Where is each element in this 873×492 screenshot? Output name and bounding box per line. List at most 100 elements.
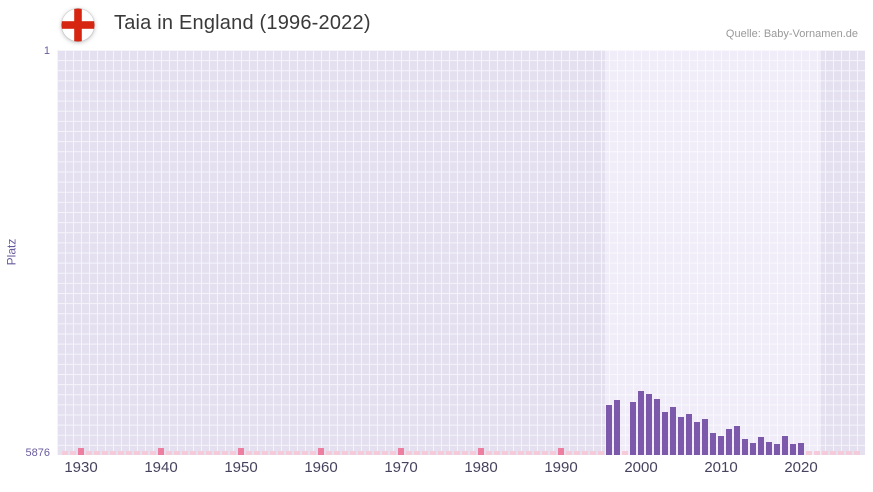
source-label: Quelle: Baby-Vornamen.de xyxy=(725,28,858,40)
no-rank-marker-1956 xyxy=(286,451,292,455)
x-tick-1970: 1970 xyxy=(384,459,418,476)
no-rank-marker-1947 xyxy=(214,451,220,455)
rank-bar-2008 xyxy=(702,419,708,455)
no-rank-marker-1935 xyxy=(118,451,124,455)
no-rank-marker-1962 xyxy=(334,451,340,455)
no-rank-marker-1980 xyxy=(478,448,484,455)
rank-bar-2018 xyxy=(782,436,788,455)
no-rank-marker-1973 xyxy=(422,451,428,455)
chart-area: 1 5876 Platz 1930 1940 1950 1960 1970 1980 199… xyxy=(0,45,873,492)
no-rank-marker-1953 xyxy=(262,451,268,455)
no-rank-marker-1969 xyxy=(390,451,396,455)
no-rank-marker-1945 xyxy=(198,451,204,455)
no-rank-marker-1977 xyxy=(454,451,460,455)
no-rank-marker-1987 xyxy=(534,451,540,455)
rank-bar-2009 xyxy=(710,432,716,455)
no-rank-marker-1949 xyxy=(230,451,236,455)
england-flag-icon xyxy=(60,7,96,43)
no-rank-marker-1950 xyxy=(238,448,244,455)
no-rank-marker-1941 xyxy=(166,451,172,455)
no-rank-marker-1948 xyxy=(222,451,228,455)
no-rank-marker-1952 xyxy=(254,451,260,455)
rank-bar-2015 xyxy=(758,437,764,455)
no-rank-marker-2023 xyxy=(822,451,828,455)
no-rank-marker-1990 xyxy=(558,448,564,455)
x-tick-1950: 1950 xyxy=(224,459,258,476)
no-rank-marker-1955 xyxy=(278,451,284,455)
rank-bar-2007 xyxy=(694,422,700,455)
no-rank-marker-1986 xyxy=(526,451,532,455)
no-rank-marker-1963 xyxy=(342,451,348,455)
y-axis-title: Platz xyxy=(4,238,19,266)
x-tick-1990: 1990 xyxy=(544,459,578,476)
x-axis-tick-labels: 1930 1940 1950 1960 1970 1980 1990 2000 2010 2020 xyxy=(57,459,865,481)
no-rank-marker-1979 xyxy=(470,451,476,455)
no-rank-marker-1985 xyxy=(518,451,524,455)
rank-bar-2006 xyxy=(686,413,692,455)
no-rank-marker-1937 xyxy=(134,451,140,455)
page-title: Taia in England (1996-2022) xyxy=(114,12,371,34)
no-rank-marker-1998 xyxy=(622,451,628,455)
no-rank-marker-1957 xyxy=(294,451,300,455)
no-rank-marker-1951 xyxy=(246,451,252,455)
rank-bar-2002 xyxy=(654,398,660,455)
no-rank-marker-1993 xyxy=(582,451,588,455)
chart-header: Taia in England (1996-2022) Quelle: Baby… xyxy=(0,0,873,50)
no-rank-marker-2021 xyxy=(806,451,812,455)
no-rank-marker-1992 xyxy=(574,451,580,455)
x-tick-1940: 1940 xyxy=(144,459,178,476)
rank-bar-2003 xyxy=(662,411,668,455)
no-rank-marker-1968 xyxy=(382,451,388,455)
x-tick-2020: 2020 xyxy=(784,459,818,476)
no-rank-marker-1943 xyxy=(182,451,188,455)
no-rank-marker-2027 xyxy=(854,451,860,455)
no-rank-marker-1931 xyxy=(86,451,92,455)
no-rank-marker-1974 xyxy=(430,451,436,455)
no-rank-marker-1983 xyxy=(502,451,508,455)
no-rank-marker-1929 xyxy=(70,451,76,455)
rank-bar-2020 xyxy=(798,442,804,455)
no-rank-marker-1938 xyxy=(142,451,148,455)
plot-area xyxy=(57,50,865,455)
no-rank-marker-1994 xyxy=(590,451,596,455)
no-rank-marker-1978 xyxy=(462,451,468,455)
no-rank-marker-1936 xyxy=(126,451,132,455)
no-rank-marker-1975 xyxy=(438,451,444,455)
no-rank-marker-1995 xyxy=(598,451,604,455)
no-rank-marker-1981 xyxy=(486,451,492,455)
no-rank-marker-1940 xyxy=(158,448,164,455)
no-rank-marker-1942 xyxy=(174,451,180,455)
no-rank-marker-1932 xyxy=(94,451,100,455)
no-rank-marker-1972 xyxy=(414,451,420,455)
y-axis-min-label: 5876 xyxy=(25,447,50,459)
no-rank-marker-2026 xyxy=(846,451,852,455)
rank-bar-1997 xyxy=(614,400,620,455)
no-rank-marker-1982 xyxy=(494,451,500,455)
no-rank-marker-1971 xyxy=(406,451,412,455)
rank-bar-1999 xyxy=(630,401,636,455)
no-rank-marker-1961 xyxy=(326,451,332,455)
x-tick-2010: 2010 xyxy=(704,459,738,476)
no-rank-marker-1959 xyxy=(310,451,316,455)
no-rank-marker-1934 xyxy=(110,451,116,455)
rank-bar-2013 xyxy=(742,439,748,455)
rank-bar-2019 xyxy=(790,444,796,455)
no-rank-marker-2024 xyxy=(830,451,836,455)
no-rank-marker-1984 xyxy=(510,451,516,455)
rank-bar-2016 xyxy=(766,441,772,455)
no-rank-marker-1928 xyxy=(62,451,68,455)
no-rank-marker-1991 xyxy=(566,451,572,455)
no-rank-marker-1939 xyxy=(150,451,156,455)
no-rank-marker-1933 xyxy=(102,451,108,455)
rank-bar-2004 xyxy=(670,407,676,455)
x-tick-1930: 1930 xyxy=(64,459,98,476)
y-axis-max-label: 1 xyxy=(43,45,50,57)
no-rank-marker-1970 xyxy=(398,448,404,455)
no-rank-marker-1930 xyxy=(78,448,84,455)
no-rank-marker-1967 xyxy=(374,451,380,455)
rank-bar-2012 xyxy=(734,425,740,455)
no-rank-marker-1954 xyxy=(270,451,276,455)
no-rank-marker-1965 xyxy=(358,451,364,455)
x-tick-2000: 2000 xyxy=(624,459,658,476)
